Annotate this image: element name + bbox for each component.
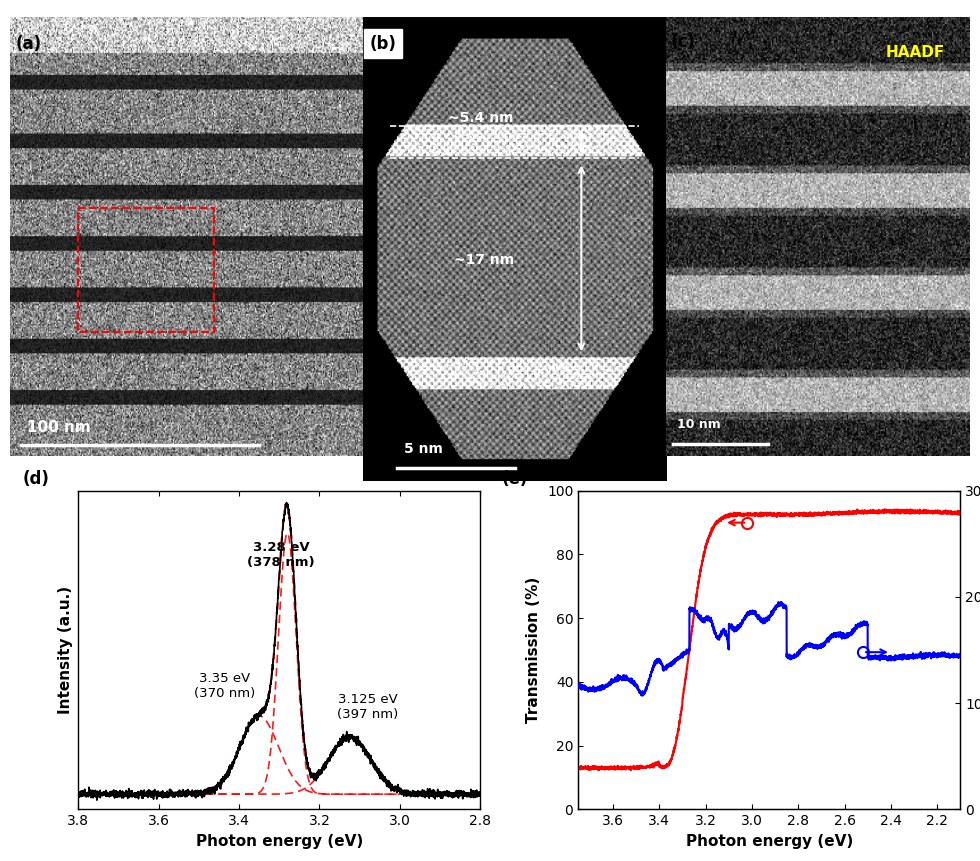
- Y-axis label: Intensity (a.u.): Intensity (a.u.): [58, 586, 73, 714]
- X-axis label: Photon energy (eV): Photon energy (eV): [196, 833, 363, 849]
- Text: 100 nm: 100 nm: [26, 419, 90, 435]
- Text: ~5.4 nm: ~5.4 nm: [448, 111, 514, 125]
- Text: ~17 nm: ~17 nm: [454, 253, 514, 267]
- Bar: [77, 208, 214, 332]
- Y-axis label: Transmission (%): Transmission (%): [526, 577, 541, 723]
- Text: 3.125 eV
(397 nm): 3.125 eV (397 nm): [337, 692, 398, 721]
- Text: HAADF: HAADF: [886, 46, 945, 60]
- Text: (c): (c): [670, 33, 695, 51]
- Text: 3.35 eV
(370 nm): 3.35 eV (370 nm): [194, 672, 256, 700]
- Text: 10 nm: 10 nm: [676, 418, 720, 431]
- Text: (e): (e): [502, 470, 528, 488]
- Text: (a): (a): [16, 34, 41, 53]
- Text: (d): (d): [23, 470, 49, 488]
- X-axis label: Photon energy (eV): Photon energy (eV): [686, 833, 853, 849]
- Text: (b): (b): [369, 34, 396, 53]
- Text: 5 nm: 5 nm: [404, 442, 443, 456]
- Text: 3.28 eV
(378 nm): 3.28 eV (378 nm): [248, 541, 316, 569]
